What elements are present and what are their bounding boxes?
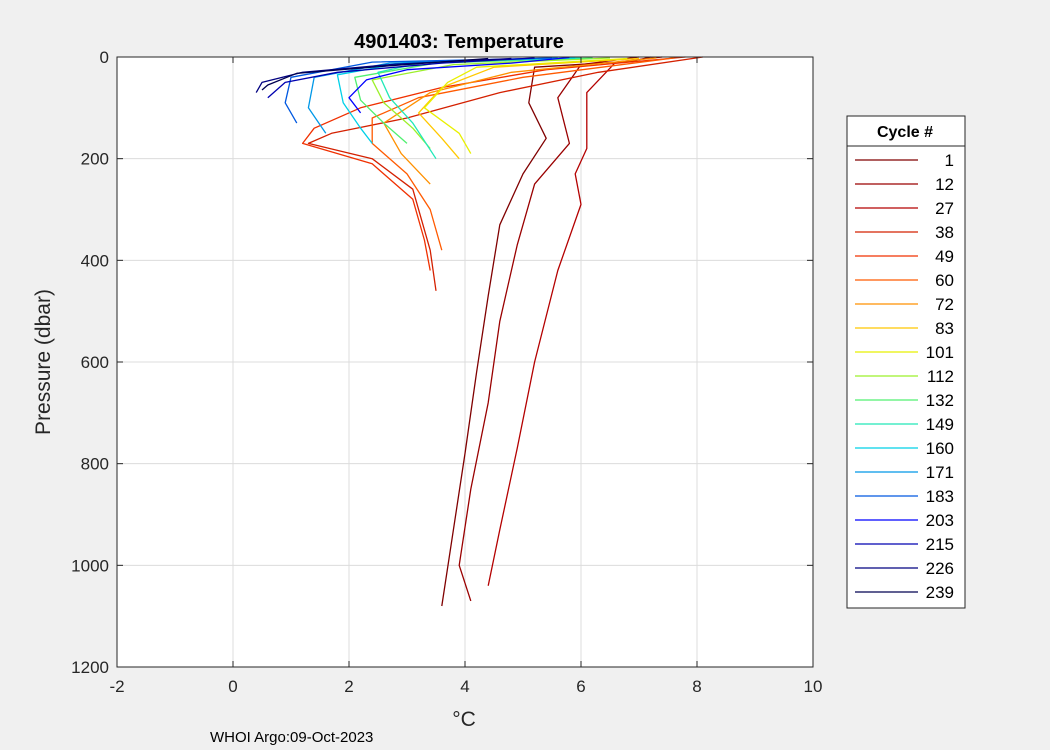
y-axis: 0 200 400 600 800 1000 1200 [71, 48, 813, 677]
x-tick-label: 6 [576, 677, 585, 696]
y-tick-label: 800 [81, 455, 109, 474]
legend-label: 171 [926, 463, 954, 482]
y-tick-label: 400 [81, 251, 109, 270]
legend-label: 112 [927, 367, 954, 386]
series-line-cycle-112 [371, 57, 611, 149]
series-line-cycle-183 [284, 57, 553, 124]
x-axis: -2 0 2 4 6 8 10 [109, 57, 822, 696]
legend-label: 101 [926, 343, 954, 362]
legend-label: 38 [935, 223, 954, 242]
legend-label: 215 [926, 535, 954, 554]
legend-label: 83 [935, 319, 954, 338]
legend-label: 12 [935, 175, 954, 194]
x-tick-label: 0 [228, 677, 237, 696]
x-tick-label: 8 [692, 677, 701, 696]
legend-label: 203 [926, 511, 954, 530]
x-tick-label: 2 [344, 677, 353, 696]
legend-label: 1 [945, 151, 954, 170]
series-line-cycle-101 [423, 57, 628, 154]
series-line-cycle-12 [458, 56, 640, 602]
legend-entries: 1122738496072831011121321491601711832032… [855, 151, 954, 602]
grid [117, 57, 813, 667]
legend-label: 183 [926, 487, 954, 506]
legend-label: 132 [926, 391, 954, 410]
series-layer [255, 56, 703, 607]
legend-label: 149 [926, 415, 954, 434]
legend-label: 49 [935, 247, 954, 266]
footer-text: WHOI Argo:09-Oct-2023 [210, 729, 373, 746]
legend-label: 226 [926, 559, 954, 578]
x-tick-label: 4 [460, 677, 469, 696]
legend-label: 72 [935, 295, 954, 314]
y-tick-label: 1000 [71, 556, 109, 575]
series-line-cycle-83 [417, 57, 640, 160]
y-tick-label: 1200 [71, 658, 109, 677]
series-line-cycle-239 [261, 57, 489, 91]
legend-box [846, 115, 966, 609]
x-axis-label: °C [452, 708, 476, 731]
y-tick-label: 0 [100, 48, 109, 67]
series-line-cycle-203 [348, 56, 570, 114]
y-tick-label: 600 [81, 353, 109, 372]
series-line-cycle-1 [441, 56, 651, 607]
legend-label: 60 [935, 271, 954, 290]
y-axis-label: Pressure (dbar) [32, 289, 55, 435]
legend: Cycle # 11227384960728310111213214916017… [846, 115, 966, 609]
series-line-cycle-27 [487, 56, 663, 586]
series-line-cycle-38 [307, 56, 703, 291]
series-line-cycle-60 [371, 57, 674, 251]
series-line-cycle-72 [383, 57, 657, 185]
legend-label: 27 [935, 199, 954, 218]
legend-label: 239 [926, 583, 954, 602]
chart-title: 4901403: Temperature [354, 31, 564, 53]
y-tick-label: 200 [81, 150, 109, 169]
x-tick-label: 10 [804, 677, 823, 696]
legend-title: Cycle # [877, 124, 933, 141]
x-tick-label: -2 [109, 677, 124, 696]
series-line-cycle-49 [301, 56, 686, 271]
legend-label: 160 [926, 439, 954, 458]
series-line-cycle-215 [267, 57, 535, 99]
